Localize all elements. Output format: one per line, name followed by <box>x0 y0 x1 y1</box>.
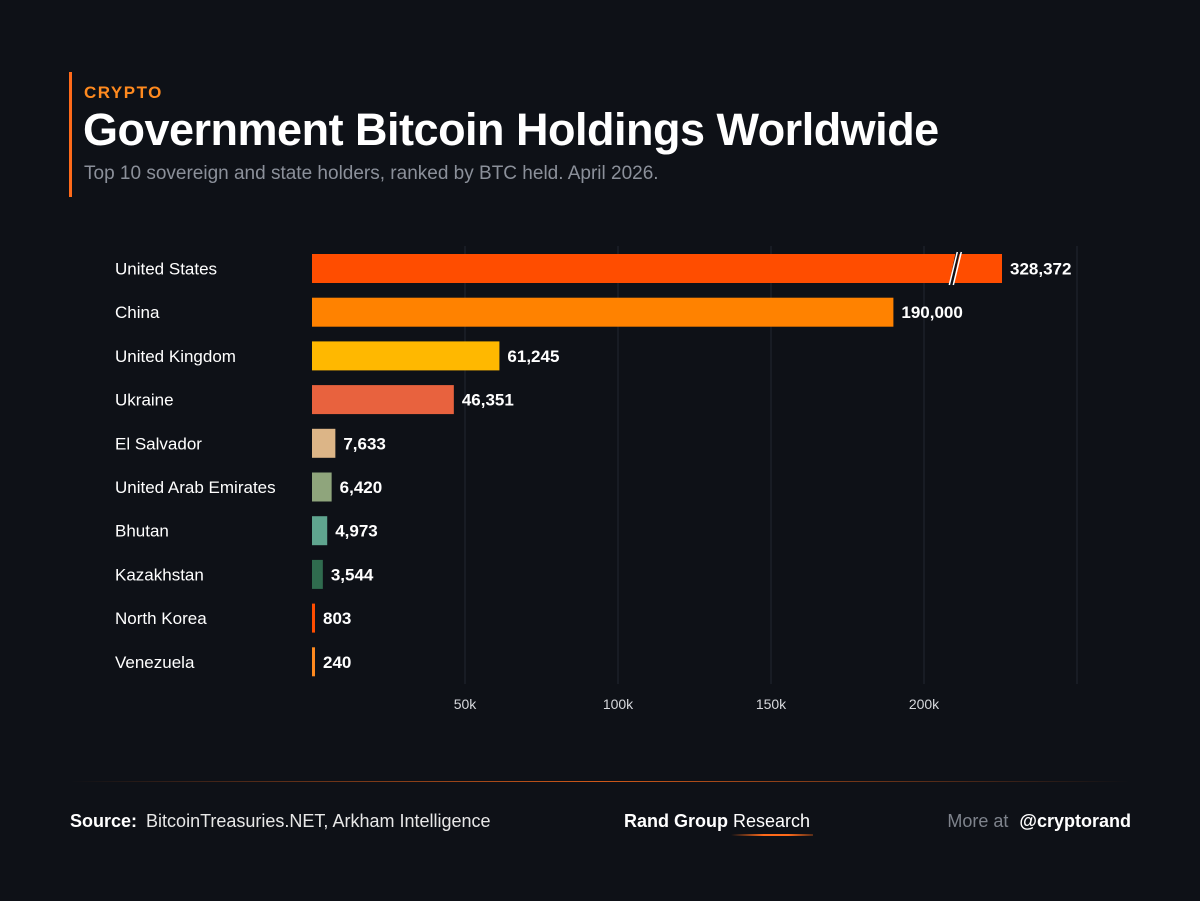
bar <box>312 341 500 371</box>
bar <box>312 428 336 458</box>
page-title: Government Bitcoin Holdings Worldwide <box>83 104 939 155</box>
bar <box>312 516 328 546</box>
value-label: 190,000 <box>901 303 962 322</box>
brand-underline <box>731 834 813 836</box>
value-label: 6,420 <box>340 478 383 497</box>
x-tick-label: 150k <box>756 696 787 712</box>
bar <box>312 297 894 327</box>
x-tick-label: 200k <box>909 696 940 712</box>
category-label: Kazakhstan <box>115 565 204 584</box>
category-label: United Arab Emirates <box>115 478 276 497</box>
bar <box>312 559 323 589</box>
bar <box>312 385 454 415</box>
bar-chart: 50k 100k 150k 200k United States 328,372 China… <box>115 246 1078 712</box>
more-label: More at <box>947 811 1009 831</box>
value-label: 3,544 <box>331 565 374 584</box>
bar <box>312 254 1002 283</box>
bar <box>312 603 315 633</box>
category-kicker: CRYPTO <box>84 83 163 102</box>
x-tick-label: 100k <box>603 696 634 712</box>
page-subtitle: Top 10 sovereign and state holders, rank… <box>84 163 659 184</box>
axis-break-line <box>948 251 959 286</box>
value-label: 328,372 <box>1010 260 1071 279</box>
value-label: 240 <box>323 653 351 672</box>
category-label: El Salvador <box>115 434 202 453</box>
more-link[interactable]: More at @cryptorand <box>947 811 1131 832</box>
value-label: 46,351 <box>462 391 514 410</box>
brand-suffix: Research <box>733 811 811 831</box>
category-label: North Korea <box>115 609 207 628</box>
header-accent-bar <box>69 72 72 197</box>
axis-break-line <box>952 251 963 286</box>
source-credit: Source: BitcoinTreasuries.NET, Arkham In… <box>70 811 491 832</box>
category-label: Venezuela <box>115 653 195 672</box>
value-label: 7,633 <box>343 434 386 453</box>
source-label: Source: <box>70 811 138 831</box>
category-label: Bhutan <box>115 522 169 541</box>
category-label: China <box>115 303 160 322</box>
category-label: United Kingdom <box>115 347 236 366</box>
category-label: United States <box>115 260 217 279</box>
brand-credit: Rand Group Research <box>624 811 810 832</box>
x-tick-label: 50k <box>454 696 478 712</box>
brand-name: Rand Group <box>624 811 728 831</box>
bar <box>312 472 332 502</box>
bar <box>312 647 315 677</box>
value-label: 4,973 <box>335 522 378 541</box>
value-label: 803 <box>323 609 351 628</box>
category-label: Ukraine <box>115 391 174 410</box>
footer-divider <box>70 781 1130 782</box>
social-handle[interactable]: @cryptorand <box>1019 811 1131 831</box>
source-value: BitcoinTreasuries.NET, Arkham Intelligen… <box>146 811 491 831</box>
value-label: 61,245 <box>507 347 559 366</box>
